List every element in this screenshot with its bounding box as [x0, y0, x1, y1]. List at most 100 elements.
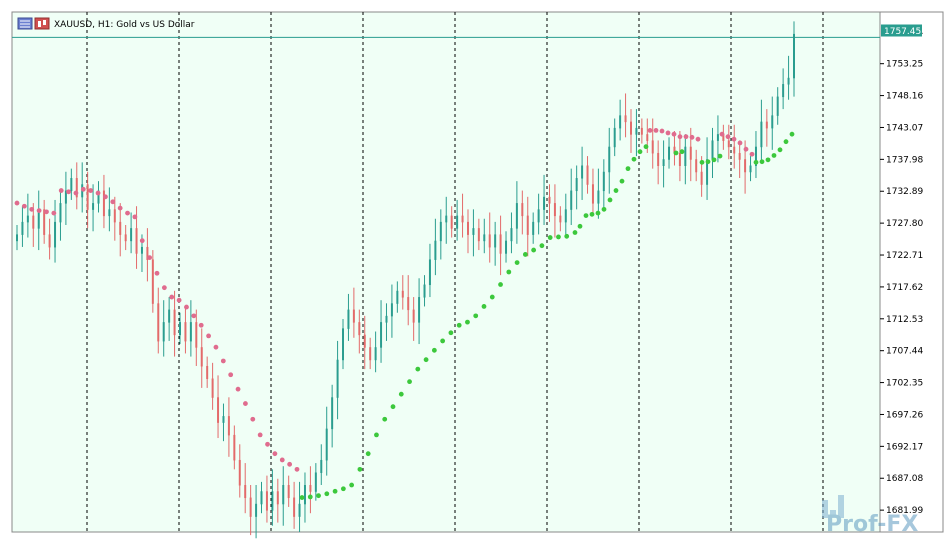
sar-dot [324, 491, 330, 497]
chart-title-bar: XAUUSD, H1: Gold vs US Dollar [17, 17, 195, 30]
sar-dot [522, 252, 528, 257]
sar-dot [743, 146, 749, 152]
sar-dot [556, 234, 561, 240]
sar-dot [589, 211, 595, 217]
sar-dot [169, 294, 175, 300]
current-price-label-bg [881, 24, 922, 37]
sar-dot [613, 188, 619, 193]
sar-dot [349, 482, 355, 488]
sar-dot [29, 206, 35, 212]
y-tick-label: 1702.35 [886, 379, 923, 389]
sar-dot [382, 416, 388, 422]
sar-dot [287, 461, 293, 467]
sar-dot [51, 210, 57, 216]
sar-dot [88, 188, 94, 193]
sar-dot [206, 333, 211, 339]
y-tick-label: 1732.89 [886, 187, 923, 197]
sar-dot [390, 404, 396, 410]
sar-dot [572, 230, 578, 235]
sar-dot [514, 260, 520, 266]
sar-dot [506, 269, 512, 275]
sar-dot [753, 159, 759, 165]
sar-dot [659, 128, 665, 134]
y-tick-label: 1697.26 [886, 410, 923, 420]
sar-dot [316, 493, 321, 499]
y-tick-label: 1748.16 [886, 92, 923, 102]
sar-dot [719, 131, 725, 137]
sar-dot [539, 243, 545, 249]
sar-dot [357, 466, 363, 472]
sar-dot [695, 136, 701, 142]
sar-dot [250, 416, 256, 422]
sar-dot [73, 190, 79, 196]
sar-dot [625, 166, 631, 172]
watermark-logo: Prof-FX [822, 495, 918, 537]
sar-dot [637, 149, 643, 155]
sar-dot [448, 330, 454, 336]
y-tick-label: 1743.07 [886, 123, 923, 133]
sar-dot [771, 153, 777, 158]
chart-title: XAUUSD, H1: Gold vs US Dollar [54, 20, 195, 30]
sar-dot [340, 486, 346, 492]
sar-dot [299, 495, 305, 500]
sar-dot [294, 466, 300, 472]
sar-dot [731, 136, 737, 142]
sar-dot [498, 282, 503, 287]
sar-dot [699, 159, 705, 165]
current-price-label: 1757.45 [884, 27, 921, 37]
sar-dot [673, 150, 679, 156]
sar-dot [198, 322, 204, 328]
candles [16, 21, 795, 539]
sar-dot [531, 247, 537, 253]
sar-dot [765, 157, 771, 163]
sar-dot [66, 189, 71, 195]
sar-dot [228, 372, 234, 378]
y-tick-label: 1692.17 [886, 442, 923, 452]
sar-dot [717, 153, 723, 159]
sar-dot [147, 255, 153, 260]
sar-dot [161, 285, 167, 291]
sar-dot [665, 130, 671, 136]
y-tick-label: 1753.25 [886, 60, 923, 70]
sar-dot [307, 494, 313, 500]
sar-dot [647, 128, 653, 133]
sar-dot [125, 210, 130, 216]
sar-dot [783, 139, 789, 145]
axis-panel [879, 11, 944, 533]
sar-dot [14, 200, 20, 206]
sar-dot [725, 134, 731, 140]
sar-dot [398, 391, 404, 397]
sar-dot [679, 149, 685, 155]
sar-dot [671, 131, 677, 137]
sar-dot [631, 156, 637, 162]
sar-dot [473, 313, 479, 319]
sar-dot [689, 134, 695, 140]
y-tick-label: 1687.08 [886, 474, 923, 484]
sar-dot [110, 199, 116, 205]
sar-dot [243, 401, 248, 406]
sar-dot [265, 441, 270, 447]
sar-dot [176, 297, 182, 303]
sar-dot [374, 432, 379, 438]
sar-dot [431, 347, 437, 353]
watermark-text: Prof-FX [826, 512, 918, 537]
sar-dot [653, 128, 659, 133]
sar-dot [139, 238, 145, 244]
sar-dot [95, 190, 101, 196]
sar-dot [191, 313, 197, 319]
sar-dot [423, 357, 429, 363]
y-tick-label: 1712.53 [886, 315, 923, 325]
sar-dot [777, 147, 783, 153]
sar-dot [21, 203, 27, 209]
sar-dot [44, 209, 49, 215]
sar-dot [683, 134, 689, 140]
sar-dot [749, 151, 755, 157]
sar-dot [440, 338, 446, 344]
y-tick-label: 1737.98 [886, 155, 923, 165]
y-tick-label: 1727.80 [886, 219, 923, 229]
sar-dot [58, 188, 64, 193]
chart-type-icon[interactable] [34, 17, 50, 30]
sar-dot [235, 386, 241, 392]
